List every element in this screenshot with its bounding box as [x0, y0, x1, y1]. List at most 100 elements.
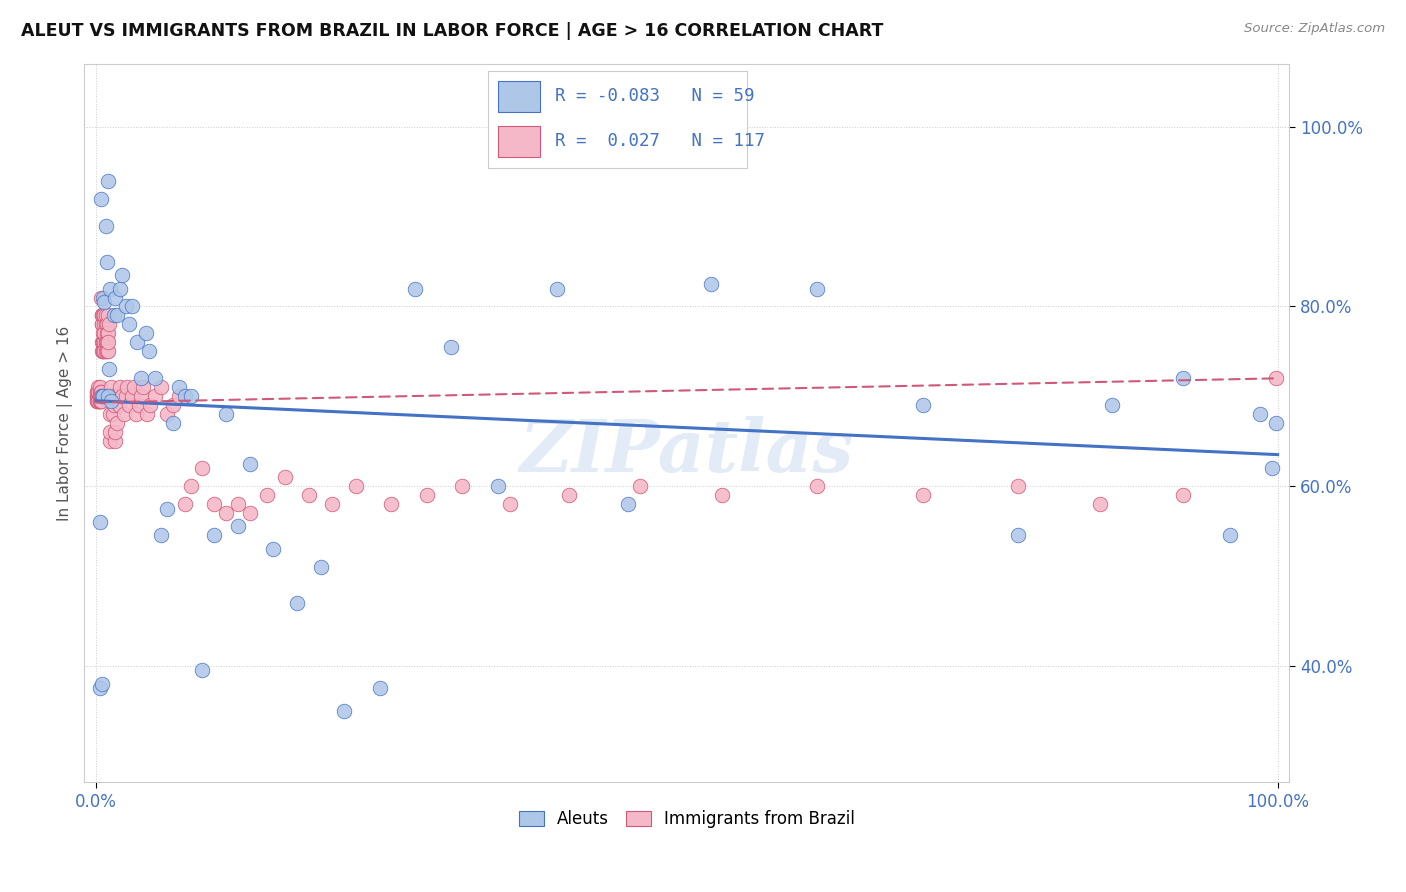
- Point: [118, 398, 141, 412]
- Point: [86, 393, 108, 408]
- Point: [90, 291, 112, 305]
- Point: [93, 318, 115, 332]
- Point: [89, 389, 111, 403]
- Point: [93, 295, 115, 310]
- Point: [91, 309, 114, 323]
- Point: [91, 318, 114, 332]
- Point: [1265, 371, 1288, 385]
- Point: [94, 309, 117, 323]
- Point: [87, 384, 110, 399]
- Point: [93, 309, 115, 323]
- Point: [96, 335, 118, 350]
- Point: [105, 416, 128, 430]
- Point: [90, 393, 112, 408]
- Point: [202, 528, 225, 542]
- Point: [86, 389, 108, 403]
- Point: [118, 318, 141, 332]
- Point: [97, 344, 120, 359]
- Point: [617, 497, 640, 511]
- Point: [115, 380, 138, 394]
- Point: [89, 389, 111, 403]
- Point: [89, 681, 111, 695]
- Point: [1101, 398, 1123, 412]
- Point: [103, 389, 125, 403]
- Point: [94, 335, 117, 350]
- Point: [103, 309, 125, 323]
- Point: [107, 398, 129, 412]
- Point: [239, 506, 262, 520]
- Point: [91, 326, 114, 341]
- Point: [167, 389, 190, 403]
- Point: [89, 389, 111, 403]
- Point: [138, 344, 160, 359]
- Point: [309, 559, 332, 574]
- Point: [90, 389, 112, 403]
- Point: [97, 174, 120, 188]
- Point: [97, 335, 120, 350]
- Point: [439, 340, 461, 354]
- Point: [87, 393, 110, 408]
- Point: [104, 291, 127, 305]
- Point: [89, 380, 111, 394]
- Point: [156, 407, 179, 421]
- Point: [546, 281, 568, 295]
- Point: [1090, 497, 1112, 511]
- Point: [121, 389, 143, 403]
- Point: [416, 488, 439, 502]
- Point: [90, 389, 112, 403]
- Point: [89, 393, 111, 408]
- Point: [91, 318, 114, 332]
- Point: [89, 515, 111, 529]
- Point: [93, 326, 115, 341]
- Point: [91, 344, 114, 359]
- Point: [298, 488, 321, 502]
- Point: [93, 344, 115, 359]
- Point: [1249, 407, 1271, 421]
- Point: [114, 389, 136, 403]
- Point: [96, 318, 118, 332]
- Point: [98, 434, 121, 449]
- Point: [121, 300, 143, 314]
- Point: [173, 389, 195, 403]
- Point: [167, 380, 190, 394]
- Point: [344, 479, 367, 493]
- Point: [89, 393, 111, 408]
- Text: ZIPatlas: ZIPatlas: [520, 417, 853, 487]
- Point: [114, 407, 136, 421]
- Point: [91, 309, 114, 323]
- Point: [91, 335, 114, 350]
- Point: [143, 389, 166, 403]
- Point: [89, 389, 111, 403]
- Point: [404, 281, 426, 295]
- Point: [368, 681, 391, 695]
- Legend: Aleuts, Immigrants from Brazil: Aleuts, Immigrants from Brazil: [512, 804, 862, 835]
- Point: [1007, 479, 1029, 493]
- Point: [173, 497, 195, 511]
- Point: [97, 309, 120, 323]
- Point: [87, 380, 110, 394]
- Point: [87, 389, 110, 403]
- Point: [226, 497, 249, 511]
- Point: [100, 380, 122, 394]
- Point: [1261, 461, 1284, 475]
- Point: [90, 192, 112, 206]
- Point: [96, 254, 118, 268]
- Point: [97, 326, 120, 341]
- Point: [274, 470, 297, 484]
- Point: [239, 457, 262, 471]
- Point: [256, 488, 278, 502]
- Point: [108, 281, 131, 295]
- Point: [94, 318, 117, 332]
- Point: [135, 326, 157, 341]
- Point: [128, 398, 150, 412]
- Point: [191, 461, 214, 475]
- Point: [89, 384, 111, 399]
- Point: [451, 479, 474, 493]
- Point: [90, 393, 112, 408]
- Point: [91, 335, 114, 350]
- Point: [806, 479, 828, 493]
- Point: [91, 291, 114, 305]
- Point: [215, 506, 238, 520]
- Point: [202, 497, 225, 511]
- Point: [215, 407, 238, 421]
